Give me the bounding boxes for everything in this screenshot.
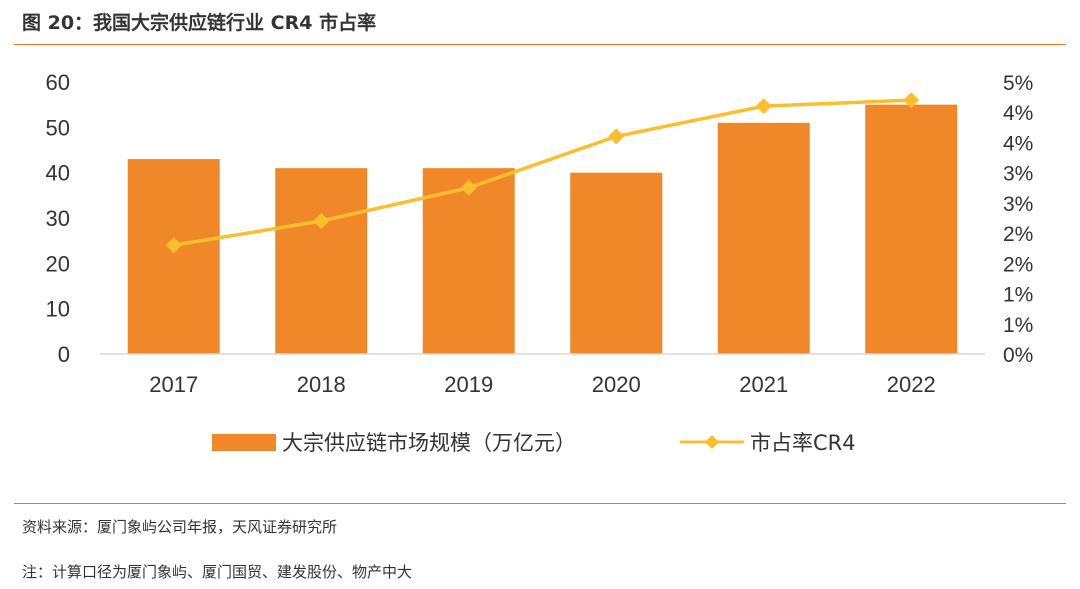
bar-2022 — [865, 104, 958, 354]
y-left-tick-label: 10 — [46, 297, 70, 322]
legend-item-line: 市占率CR4 — [680, 424, 856, 460]
x-tick-label: 2019 — [444, 372, 493, 397]
cr4-point-2021 — [755, 98, 772, 115]
bar-2021 — [717, 122, 810, 354]
y-axis-left: 0 10 20 30 40 50 60 — [46, 70, 70, 367]
cr4-point-2017 — [165, 237, 182, 254]
legend: 大宗供应链市场规模（万亿元） 市占率CR4 — [0, 424, 1080, 460]
y-right-tick-label: 2% — [1003, 223, 1033, 246]
legend-bar-swatch — [212, 433, 276, 451]
bar-2017 — [127, 159, 220, 354]
bar-2018 — [275, 168, 368, 354]
top-rule — [14, 44, 1066, 45]
x-tick-label: 2022 — [887, 372, 936, 397]
y-left-tick-label: 40 — [46, 161, 70, 186]
bottom-rule — [14, 503, 1066, 504]
x-tick-label: 2017 — [149, 372, 198, 397]
y-right-tick-label: 5% — [1003, 72, 1033, 95]
y-right-tick-label: 0% — [1003, 344, 1033, 367]
y-right-tick-label: 2% — [1003, 253, 1033, 276]
y-right-tick-label: 4% — [1003, 102, 1033, 125]
y-right-tick-label: 1% — [1003, 314, 1033, 337]
x-axis-labels: 2017 2018 2019 2020 2021 2022 — [149, 372, 935, 397]
y-axis-right: 0% 1% 1% 2% 2% 3% 3% 4% 4% 5% — [1003, 72, 1033, 367]
cr4-point-2020 — [608, 128, 625, 145]
x-tick-label: 2021 — [739, 372, 788, 397]
y-left-tick-label: 50 — [46, 115, 70, 140]
source-text: 资料来源：厦门象屿公司年报，天风证券研究所 — [22, 518, 338, 536]
cr4-line — [173, 98, 912, 247]
line-series — [165, 92, 920, 254]
x-tick-label: 2018 — [297, 372, 346, 397]
y-right-tick-label: 1% — [1003, 284, 1033, 307]
cr4-point-2022 — [903, 92, 920, 109]
bar-series — [127, 104, 958, 354]
cr4-point-2019 — [460, 179, 477, 196]
note-text: 注：计算口径为厦门象屿、厦门国贸、建发股份、物产中大 — [22, 563, 413, 581]
y-left-tick-label: 20 — [46, 251, 70, 276]
legend-line-label: 市占率CR4 — [750, 431, 856, 455]
y-left-tick-label: 30 — [46, 206, 70, 231]
y-right-tick-label: 4% — [1003, 132, 1033, 155]
y-left-tick-label: 0 — [58, 342, 70, 367]
y-left-tick-label: 60 — [46, 70, 70, 95]
y-right-tick-label: 3% — [1003, 193, 1033, 216]
legend-line-swatch — [680, 435, 744, 449]
legend-item-bar: 大宗供应链市场规模（万亿元） — [212, 424, 576, 460]
bar-2019 — [422, 168, 515, 354]
bar-2020 — [570, 172, 663, 354]
legend-bar-label: 大宗供应链市场规模（万亿元） — [282, 431, 576, 455]
y-right-tick-label: 3% — [1003, 163, 1033, 186]
cr4-point-2018 — [313, 213, 330, 230]
figure-title: 图 20：我国大宗供应链行业 CR4 市占率 — [22, 12, 377, 34]
x-tick-label: 2020 — [592, 372, 641, 397]
